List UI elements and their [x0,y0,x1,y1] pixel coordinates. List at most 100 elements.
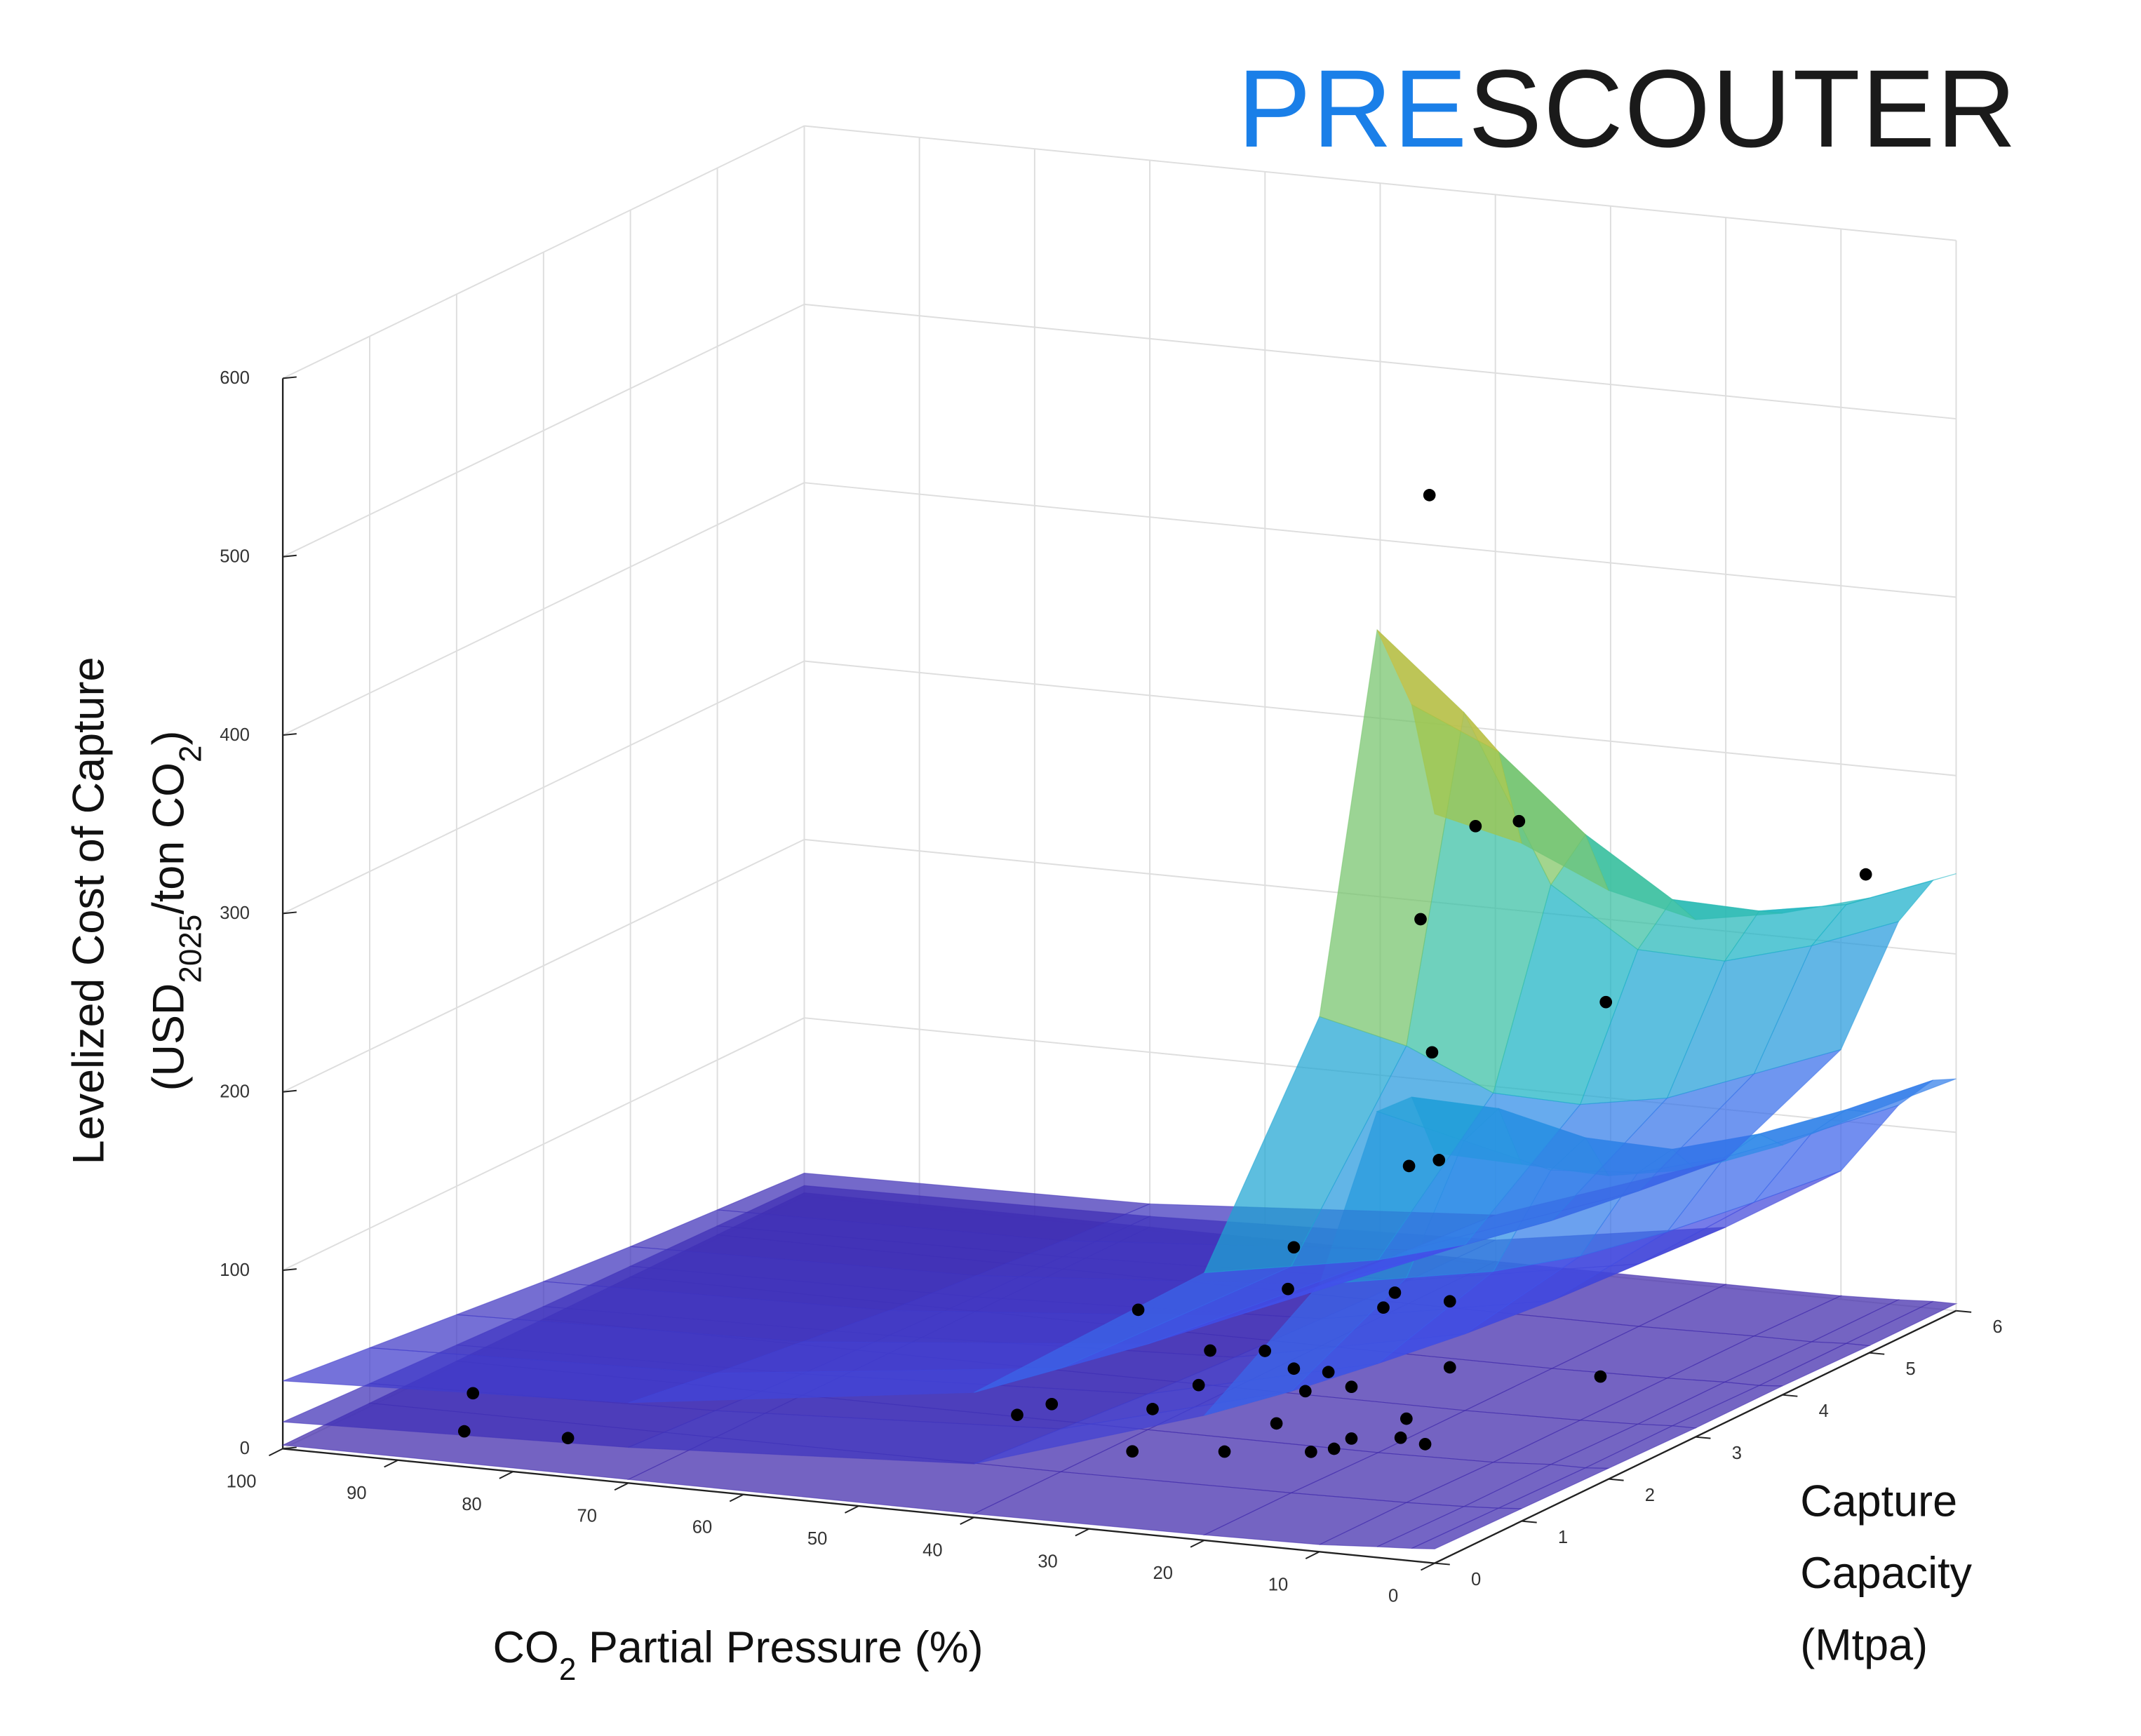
surface-patch [1411,1507,1522,1549]
x-tick-label: 0 [1388,1587,1398,1606]
data-point [1512,814,1526,828]
x-tick-label: 80 [462,1495,481,1514]
x-tick [729,1493,744,1502]
x-tick-label: 60 [692,1518,712,1537]
y-tick-label: 6 [1992,1317,2002,1337]
data-point [1377,1301,1390,1314]
x-tick-label: 30 [1038,1552,1057,1572]
data-point [1259,1345,1272,1357]
x-tick-label: 20 [1153,1563,1173,1583]
z-axis-label-part: /ton CO [145,762,194,915]
data-point [1400,1412,1413,1425]
y-tick [1521,1520,1537,1523]
y-tick [1869,1352,1885,1355]
data-point [1599,995,1613,1009]
y-tick-label: 5 [1905,1359,1915,1379]
surface-patch [1846,1078,1957,1112]
z-tick [283,1089,297,1093]
y-tick [1782,1394,1798,1397]
data-point [1432,1154,1446,1166]
y-tick-label: 1 [1558,1528,1568,1547]
data-point [1414,913,1427,926]
data-point [1418,1438,1432,1451]
x-tick-label: 40 [922,1540,942,1560]
logo-part: PRE [1237,48,1468,170]
x-tick [499,1471,514,1479]
data-point [1327,1442,1341,1455]
z-tick-label: 200 [220,1082,250,1102]
data-point [1287,1362,1301,1375]
z-tick [283,1268,297,1272]
data-point [1287,1241,1301,1254]
x-tick [269,1448,283,1457]
data-point [467,1387,480,1400]
z-tick [283,1446,297,1450]
x-tick [1075,1528,1089,1537]
data-point [1594,1370,1607,1383]
y-tick [1695,1436,1711,1439]
z-axis-label-part: (USD [145,983,194,1091]
data-point [1298,1385,1312,1398]
z-axis-label-part: ) [145,730,194,745]
data-point [1322,1366,1335,1378]
z-axis-label-part: 2025 [173,915,208,983]
data-point [1443,1295,1456,1308]
x-axis-label-part: 2 [559,1653,577,1687]
x-tick [384,1459,398,1468]
y-tick-label: 4 [1819,1401,1829,1421]
data-point [1204,1344,1216,1357]
x-axis-label-part: Partial Pressure (%) [576,1623,983,1672]
data-point [1218,1445,1231,1458]
z-tick [283,733,297,736]
y-tick [1608,1478,1624,1481]
logo-part: SCOUTER [1468,48,2018,170]
z-tick-label: 100 [220,1260,250,1280]
z-tick-label: 600 [220,368,250,388]
z-axis-label-part: Levelized Cost of Capture [64,657,113,1165]
data-point [1859,868,1872,881]
x-tick-label: 90 [347,1483,366,1503]
data-point [561,1432,575,1445]
data-point [1305,1446,1317,1458]
x-tick [1305,1551,1320,1560]
surface-patch [1411,704,1522,845]
data-point [1345,1380,1358,1394]
data-point [1425,1046,1439,1059]
x-tick [1421,1562,1435,1571]
data-point [1394,1431,1407,1444]
y-tick-label: 2 [1645,1486,1655,1505]
x-tick [845,1505,859,1514]
z-tick [283,911,297,915]
z-tick-label: 300 [220,903,250,923]
data-point [1345,1432,1358,1445]
logo: PRESCOUTER [1237,48,2018,170]
x-axis-label: CO2 Partial Pressure (%) [492,1623,983,1687]
data-point [1045,1397,1059,1411]
data-point [1443,1361,1456,1374]
data-point [1388,1286,1402,1299]
z-tick [283,376,297,379]
y-axis-label: Capture [1800,1477,1957,1526]
z-axis-label-part: 2 [173,745,208,762]
y-axis-label: (Mtpa) [1800,1620,1928,1669]
x-tick-label: 100 [227,1472,257,1491]
data-point [1132,1303,1145,1317]
data-point [457,1425,471,1438]
y-tick [1435,1562,1450,1566]
data-point [1402,1159,1416,1173]
y-axis-label: Capacity [1800,1549,1972,1598]
z-tick-label: 0 [240,1439,250,1458]
x-tick [1190,1540,1205,1548]
x-tick-label: 70 [577,1506,597,1526]
y-tick-label: 0 [1471,1570,1481,1589]
data-point [1146,1403,1159,1415]
z-tick-label: 500 [220,547,250,567]
y-tick [1956,1310,1972,1313]
x-tick [614,1482,629,1491]
data-point [1192,1378,1205,1392]
z-axis-label: Levelized Cost of Capture [64,657,113,1165]
data-point [1423,489,1436,502]
data-point [1469,819,1482,833]
